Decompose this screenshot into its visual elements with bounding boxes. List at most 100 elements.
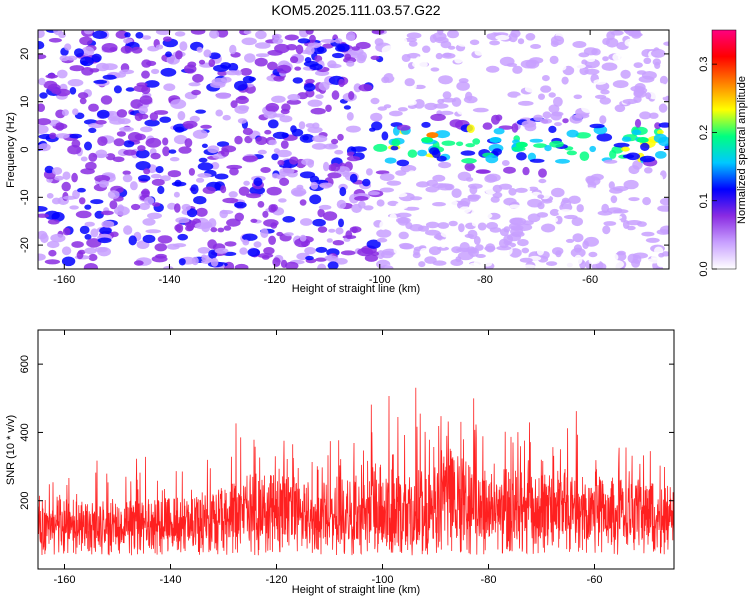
heatmap-cell (511, 123, 519, 133)
heatmap-cell (347, 151, 355, 157)
heatmap-cell (327, 172, 342, 179)
heatmap-cell (351, 46, 360, 51)
heatmap-cell (346, 60, 355, 67)
heatmap-cell (48, 249, 57, 257)
heatmap-cell (396, 159, 410, 167)
heatmap-cell (145, 229, 161, 234)
heatmap-cell (286, 99, 302, 105)
heatmap-cell (648, 91, 662, 100)
heatmap-cell (141, 70, 150, 79)
heatmap-cell (617, 232, 624, 241)
heatmap-cell (438, 161, 452, 169)
heatmap-cell (379, 220, 387, 231)
heatmap-cell (641, 178, 652, 185)
heatmap-cell (215, 92, 231, 100)
heatmap-cell (535, 246, 549, 251)
heatmap-cell (604, 238, 621, 245)
heatmap-cell (69, 87, 77, 95)
heatmap-cell (115, 30, 129, 39)
heatmap-cell (457, 251, 474, 261)
y-tick-label: 200 (19, 492, 31, 510)
heatmap-cell (254, 57, 268, 67)
heatmap-cell (109, 200, 118, 210)
heatmap-cell (65, 55, 78, 61)
heatmap-cell (379, 265, 394, 269)
heatmap-cell (484, 245, 496, 252)
heatmap-cell (234, 80, 248, 91)
heatmap-cell (620, 69, 631, 79)
heatmap-cell (417, 225, 430, 232)
heatmap-cell (659, 75, 668, 85)
heatmap-cell (465, 177, 474, 182)
heatmap-cell (529, 138, 543, 143)
heatmap-cell (230, 100, 238, 109)
heatmap-cell (521, 208, 531, 214)
heatmap-cell (364, 254, 378, 262)
heatmap-cell (624, 38, 637, 47)
heatmap-cell (38, 206, 48, 212)
heatmap-cell (555, 215, 563, 225)
heatmap-cell (562, 118, 569, 124)
heatmap-cell (303, 83, 316, 92)
heatmap-cell (540, 118, 553, 124)
heatmap-cell (150, 152, 161, 160)
heatmap-cell (435, 189, 444, 199)
heatmap-cell (557, 209, 574, 216)
heatmap-cell (599, 97, 611, 105)
heatmap-cell (91, 53, 102, 63)
heatmap-cell (257, 149, 267, 155)
heatmap-cell (290, 56, 299, 64)
heatmap-cell (516, 95, 526, 102)
heatmap-cell (155, 44, 164, 50)
heatmap-cell (155, 30, 171, 35)
heatmap-cell (97, 237, 112, 244)
heatmap-cell (503, 166, 516, 174)
heatmap-cell (405, 222, 413, 230)
heatmap-cell (555, 89, 571, 97)
heatmap-cell (621, 226, 629, 236)
heatmap-cell (343, 105, 351, 110)
heatmap-cell (195, 109, 207, 114)
heatmap-cell (49, 132, 57, 139)
heatmap-cell (569, 86, 579, 95)
heatmap-cell (542, 75, 550, 82)
heatmap-cell (44, 165, 54, 174)
heatmap-cell (468, 262, 480, 269)
heatmap-cell (234, 201, 247, 209)
heatmap-cell (386, 180, 402, 186)
heatmap-cell (220, 76, 232, 83)
heatmap-cell (305, 30, 314, 35)
heatmap-cell (573, 94, 583, 100)
heatmap-cell (656, 229, 669, 235)
heatmap-cell (174, 31, 186, 37)
heatmap-cell (381, 45, 396, 56)
heatmap-cell (224, 241, 237, 247)
snr-x-axis-label: Height of straight line (km) (292, 584, 420, 596)
heatmap-cell (84, 204, 92, 210)
heatmap-cell (255, 30, 267, 40)
heatmap-cell (92, 30, 108, 39)
heatmap-cell (516, 223, 533, 231)
chart-title: KOM5.2025.111.03.57.G22 (271, 2, 440, 18)
heatmap-cell (640, 142, 650, 151)
heatmap-cell (538, 93, 545, 100)
heatmap-cell (208, 52, 221, 60)
heatmap-cell (600, 89, 610, 95)
heatmap-cell (373, 143, 388, 152)
heatmap-cell (599, 115, 607, 125)
heatmap-cell (336, 199, 347, 209)
heatmap-cell (465, 143, 476, 148)
heatmap-cell (338, 218, 344, 228)
heatmap-cell (225, 70, 240, 76)
heatmap-cell (370, 112, 383, 122)
heatmap-cell (309, 175, 320, 184)
heatmap-cell (94, 175, 111, 183)
heatmap-cell (123, 140, 135, 148)
heatmap-cell (55, 122, 65, 131)
snr-y-axis-label: SNR (10 * v/v) (5, 415, 17, 485)
heatmap-cell (639, 155, 656, 163)
heatmap-cell (315, 257, 327, 262)
heatmap-cell (454, 56, 463, 64)
heatmap-cell (262, 210, 269, 218)
